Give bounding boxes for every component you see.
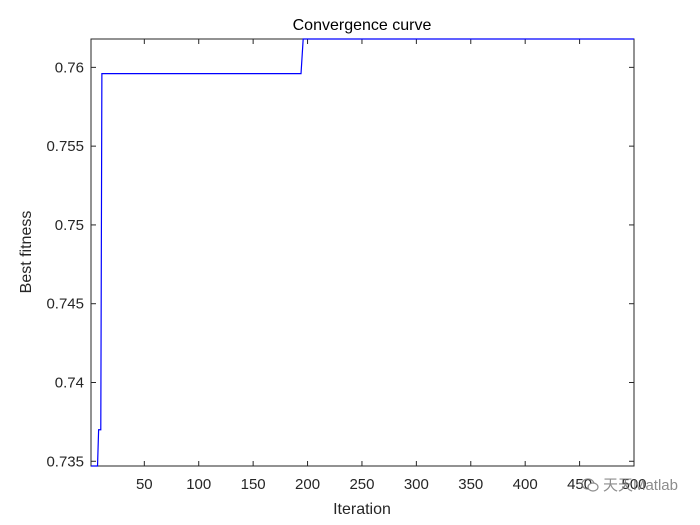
x-tick-label: 150 [241, 476, 266, 493]
plot-area [90, 38, 635, 467]
x-tick-label: 100 [186, 476, 211, 493]
wechat-icon [581, 477, 599, 492]
chart-title: Convergence curve [293, 17, 432, 34]
y-tick-label: 0.76 [55, 59, 84, 76]
x-tick-label: 50 [136, 476, 153, 493]
x-tick-label: 200 [295, 476, 320, 493]
y-tick-label: 0.735 [46, 453, 84, 470]
x-tick-label: 400 [513, 476, 538, 493]
watermark-text: 天天Matlab [602, 477, 678, 494]
watermark: 天天Matlab [581, 474, 678, 495]
series-layer [91, 38, 634, 467]
ticks-layer: 50 100 150 200 250 300 350 400 450 5000.7350.740.… [46, 39, 647, 493]
y-tick-label: 0.755 [46, 138, 84, 155]
x-tick-label: 250 [349, 476, 374, 493]
x-tick-label: 500 [621, 476, 646, 493]
x-axis-label: Iteration [333, 501, 391, 518]
x-tick-label: 300 [404, 476, 429, 493]
y-axis-label: Best fitness [18, 211, 35, 294]
y-tick-label: 0.75 [55, 217, 84, 234]
y-tick-label: 0.74 [55, 374, 84, 391]
x-tick-label: 350 [458, 476, 483, 493]
y-tick-label: 0.745 [46, 296, 84, 313]
convergence-line [91, 38, 634, 467]
